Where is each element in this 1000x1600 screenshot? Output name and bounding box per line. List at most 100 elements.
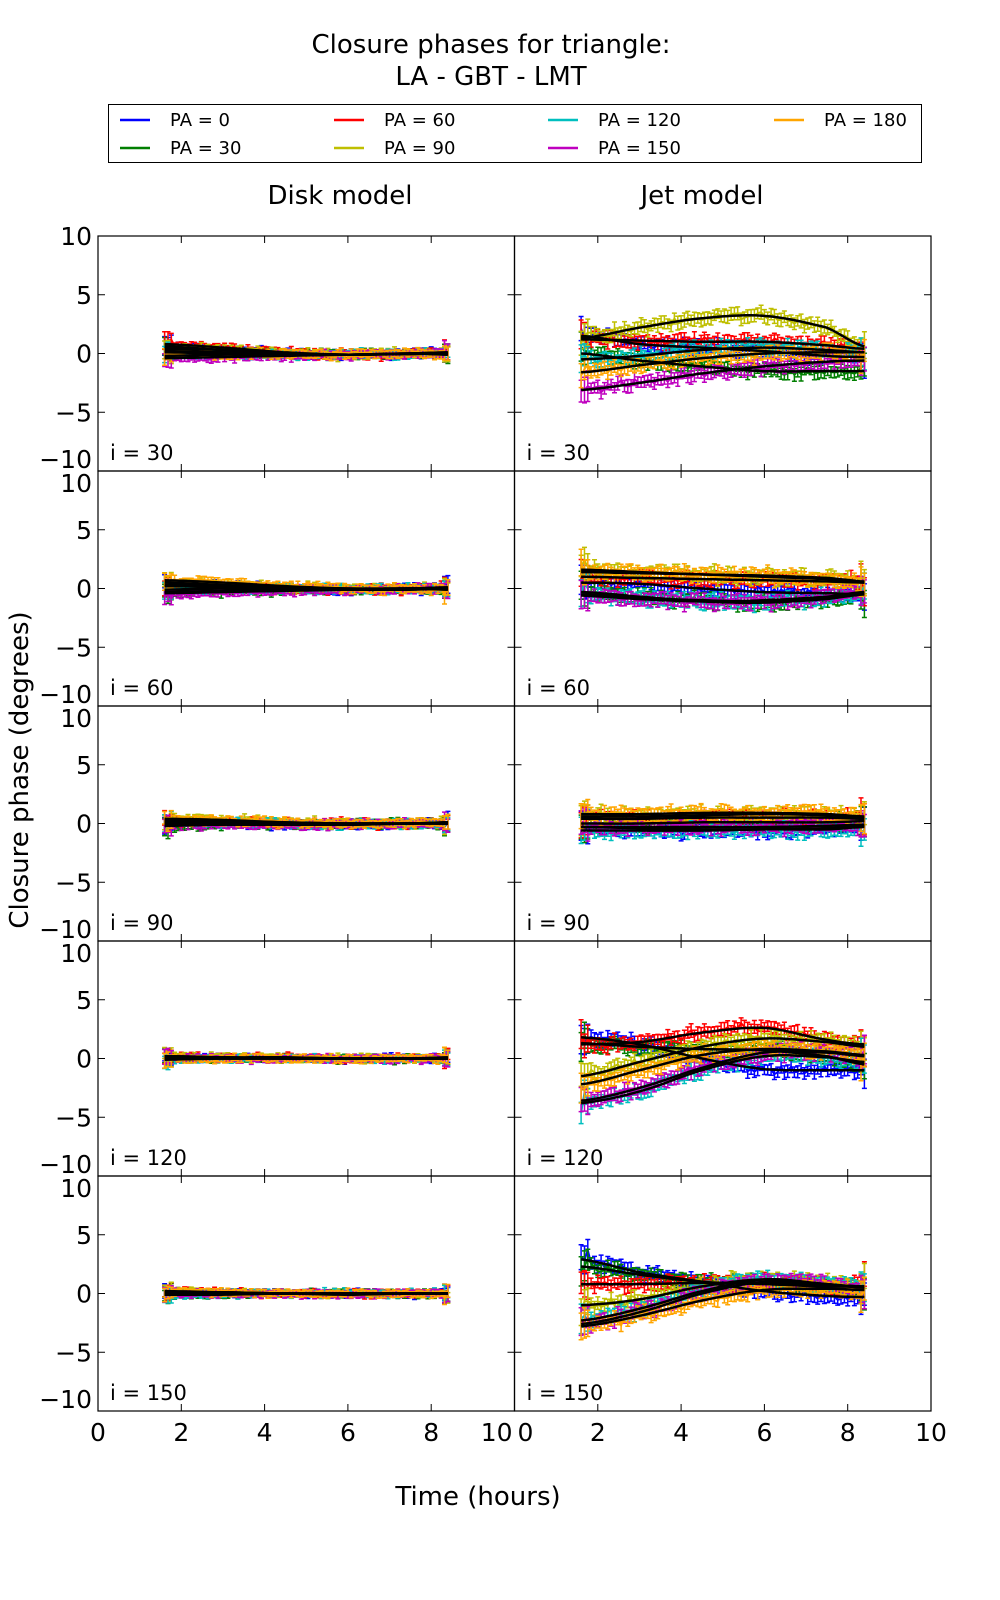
x-tick-label: 2 [590,1418,606,1447]
y-tick-label: 5 [76,986,92,1015]
y-tick-label: −5 [55,398,92,427]
model-line-PA0 [581,581,865,596]
model-line-PA150 [580,1050,865,1103]
model-line-PA90 [580,1037,865,1078]
inclination-label: i = 30 [527,441,591,465]
panel-jet-row-0: i = 30 [513,235,932,472]
column-title-disk: Disk model [267,181,412,211]
inclination-label: i = 60 [110,676,174,700]
legend: PA = 0 PA = 30 PA = 60 PA = 90 PA = 120 PA = … [108,104,922,163]
y-tick-label: −5 [55,1338,92,1367]
panel-jet-row-4: i = 150 [513,1175,932,1412]
inclination-label: i = 30 [110,441,174,465]
x-tick-label: 10 [915,1418,947,1447]
y-tick-label: −5 [55,1103,92,1132]
y-tick-label: 10 [60,1174,92,1203]
panel-disk-row-0: i = 30 [97,235,516,472]
panel-plot-area [162,1046,451,1071]
x-axis-label: Time (hours) [394,1482,560,1512]
inclination-label: i = 120 [110,1146,187,1170]
legend-label-4: PA = 120 [598,110,681,131]
legend-label-6: PA = 180 [824,110,907,131]
x-tick-label: 4 [673,1418,689,1447]
panel-plot-area [578,546,867,619]
legend-label-2: PA = 60 [384,110,455,131]
panel-plot-area [578,1017,867,1125]
y-tick-label: −10 [39,1150,92,1179]
inclination-label: i = 150 [110,1381,187,1405]
panel-plot-area [162,809,451,840]
model-line-PA90 [580,314,865,348]
x-tick-label: 2 [173,1418,189,1447]
model-line-PA120 [580,1054,865,1105]
legend-label-5: PA = 150 [598,138,681,159]
panel-plot-area [162,1281,451,1306]
x-tick-label: 6 [340,1418,356,1447]
panel-jet-row-3: i = 120 [513,940,932,1177]
y-tick-label: −10 [39,1385,92,1414]
panel-plot-area [162,330,451,369]
inclination-label: i = 90 [527,911,591,935]
legend-label-0: PA = 0 [170,110,230,131]
y-tick-label: 0 [76,575,92,604]
y-tick-label: 0 [76,810,92,839]
y-tick-label: 0 [76,340,92,369]
panel-disk-row-2: i = 90 [97,705,516,942]
model-line-PA30 [581,819,865,825]
panel-plot-area [162,571,451,606]
model-line-PA150 [581,823,865,829]
y-tick-label: −5 [55,633,92,662]
model-line-PA60 [581,575,865,584]
y-tick-label: −5 [55,868,92,897]
y-tick-label: 10 [60,939,92,968]
panel-jet-row-2: i = 90 [513,705,932,942]
model-line-PA180 [581,350,865,374]
y-tick-label: 5 [76,516,92,545]
model-line-PA180 [580,1047,865,1086]
y-tick-label: 10 [60,469,92,498]
model-line-PA180 [581,570,865,584]
inclination-label: i = 90 [110,911,174,935]
y-tick-label: 5 [76,751,92,780]
y-tick-label: 5 [76,281,92,310]
model-line-PA30 [581,1041,865,1066]
model-line-PA180 [580,1287,865,1328]
model-line-PA180 [164,818,448,825]
y-tick-label: 5 [76,1221,92,1250]
inclination-label: i = 60 [527,676,591,700]
panel-jet-row-1: i = 60 [513,470,932,707]
x-tick-label: 0 [518,1418,534,1447]
legend-label-1: PA = 30 [170,138,241,159]
model-line-PA60 [581,816,865,821]
y-axis-label: Closure phase (degrees) [5,611,35,928]
chart-title-line1: Closure phases for triangle: [312,30,671,60]
model-line-PA60 [581,1026,865,1046]
inclination-label: i = 150 [527,1381,604,1405]
x-tick-label: 8 [423,1418,439,1447]
model-line-PA150 [581,590,865,603]
model-line-PA180 [164,579,448,591]
x-tick-label: 10 [481,1418,513,1447]
model-line-PA30 [581,352,865,373]
y-tick-label: 10 [60,222,92,251]
model-line-PA60 [581,338,865,351]
panel-plot-area [578,797,867,847]
y-tick-label: −10 [39,680,92,709]
chart-title-line2: LA - GBT - LMT [395,62,586,92]
panel-plot-area [578,304,867,404]
x-tick-label: 4 [257,1418,273,1447]
model-line-PA180 [164,351,448,356]
legend-label-3: PA = 90 [384,138,455,159]
panel-disk-row-3: i = 120 [97,940,516,1177]
model-line-PA180 [581,811,865,818]
legend-frame [108,104,922,163]
y-tick-label: 10 [60,704,92,733]
panel-plot-area [578,1238,867,1341]
model-line-PA180 [164,1290,448,1295]
model-line-PA150 [580,1280,865,1326]
panel-disk-row-4: i = 150 [97,1175,516,1412]
column-title-jet: Jet model [638,181,763,211]
model-line-PA150 [581,359,865,392]
y-tick-label: −10 [39,445,92,474]
